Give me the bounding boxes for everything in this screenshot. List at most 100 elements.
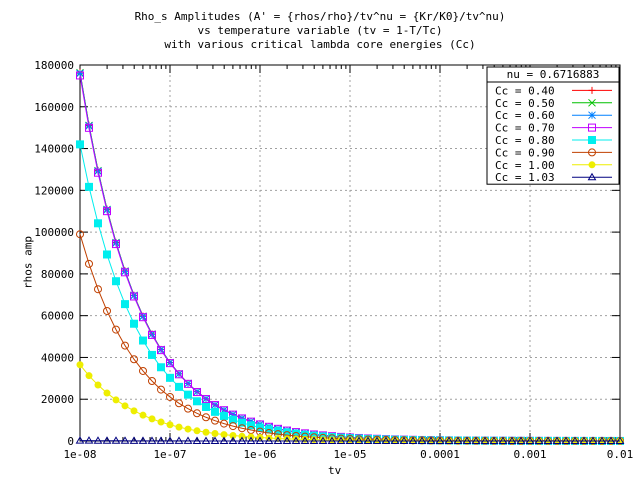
x-tick-label: 0.001 — [513, 448, 546, 461]
data-point — [121, 341, 129, 350]
data-point — [75, 436, 85, 444]
data-point — [85, 372, 93, 380]
chart-title-line-1: Rho_s Amplitudes (A' = {rhos/rho}/tv^nu … — [134, 10, 506, 23]
data-point — [175, 399, 183, 408]
data-point — [588, 136, 596, 144]
data-point — [435, 436, 445, 444]
data-point — [94, 381, 102, 389]
x-tick-label: 1e-08 — [63, 448, 96, 461]
data-point — [282, 436, 292, 444]
legend-label: Cc = 1.03 — [495, 171, 555, 184]
series-cc-1-03 — [75, 436, 625, 444]
legend-label: Cc = 0.50 — [495, 97, 555, 110]
data-point — [166, 392, 174, 401]
data-point — [211, 407, 219, 416]
data-point — [193, 388, 201, 397]
data-point — [193, 427, 201, 435]
data-point — [354, 436, 364, 444]
data-point — [202, 413, 210, 422]
data-point — [228, 436, 238, 444]
data-point — [121, 300, 129, 309]
data-point — [157, 363, 165, 372]
data-point — [336, 436, 346, 444]
data-point — [238, 418, 246, 427]
data-point — [588, 123, 596, 132]
data-point — [372, 436, 382, 444]
data-point — [147, 436, 157, 444]
data-point — [202, 428, 210, 436]
data-point — [183, 436, 193, 444]
data-point — [588, 161, 596, 169]
data-point — [516, 436, 526, 444]
data-point — [426, 436, 436, 444]
chart-title-line-3: with various critical lambda core energi… — [164, 38, 476, 51]
data-point — [130, 319, 138, 328]
data-point — [219, 436, 229, 444]
data-point — [507, 436, 517, 444]
data-point — [588, 148, 596, 157]
data-point — [327, 436, 337, 444]
data-point — [148, 376, 156, 385]
data-point — [264, 436, 274, 444]
data-point — [84, 436, 94, 444]
data-point — [76, 69, 84, 78]
data-point — [247, 421, 255, 430]
data-point — [94, 285, 102, 294]
data-point — [543, 436, 553, 444]
x-tick-label: 1e-07 — [153, 448, 186, 461]
data-point — [184, 379, 192, 388]
x-tick-label: 1e-06 — [243, 448, 276, 461]
data-point — [121, 268, 129, 277]
data-point — [166, 421, 174, 429]
data-point — [157, 385, 165, 394]
data-point — [579, 436, 589, 444]
data-point — [229, 422, 237, 431]
data-point — [139, 313, 147, 322]
y-tick-label: 40000 — [41, 351, 74, 364]
data-point — [130, 407, 138, 415]
data-point — [615, 436, 625, 444]
data-point — [76, 361, 84, 369]
data-point — [130, 355, 138, 364]
data-point — [211, 416, 219, 425]
y-tick-label: 20000 — [41, 393, 74, 406]
data-point — [363, 436, 373, 444]
data-point — [139, 336, 147, 345]
legend-label: Cc = 0.70 — [495, 122, 555, 135]
data-point — [184, 404, 192, 413]
data-point — [103, 207, 111, 216]
data-point — [480, 436, 490, 444]
data-point — [534, 436, 544, 444]
x-axis-label: tv — [328, 464, 342, 477]
data-point — [112, 240, 120, 249]
data-point — [165, 436, 175, 444]
legend-title: nu = 0.6716883 — [507, 68, 600, 81]
x-tick-label: 0.01 — [607, 448, 634, 461]
chart-title-line-2: vs temperature variable (tv = 1-T/Tc) — [197, 24, 443, 37]
data-point — [175, 423, 183, 431]
data-point — [211, 430, 219, 438]
y-tick-label: 120000 — [34, 184, 74, 197]
data-point — [192, 436, 202, 444]
legend-label: Cc = 0.40 — [495, 84, 555, 97]
data-point — [202, 402, 210, 411]
data-point — [489, 436, 499, 444]
data-point — [103, 306, 111, 315]
y-tick-label: 0 — [67, 435, 74, 448]
data-point — [588, 436, 598, 444]
y-tick-label: 160000 — [34, 101, 74, 114]
data-point — [102, 436, 112, 444]
data-point — [103, 250, 111, 259]
data-point — [255, 436, 265, 444]
data-point — [184, 425, 192, 433]
data-point — [462, 436, 472, 444]
data-point — [175, 382, 183, 391]
data-point — [210, 436, 220, 444]
data-point — [174, 436, 184, 444]
data-point — [148, 350, 156, 359]
data-point — [606, 436, 616, 444]
data-point — [157, 418, 165, 426]
data-point — [220, 419, 228, 428]
data-point — [408, 436, 418, 444]
